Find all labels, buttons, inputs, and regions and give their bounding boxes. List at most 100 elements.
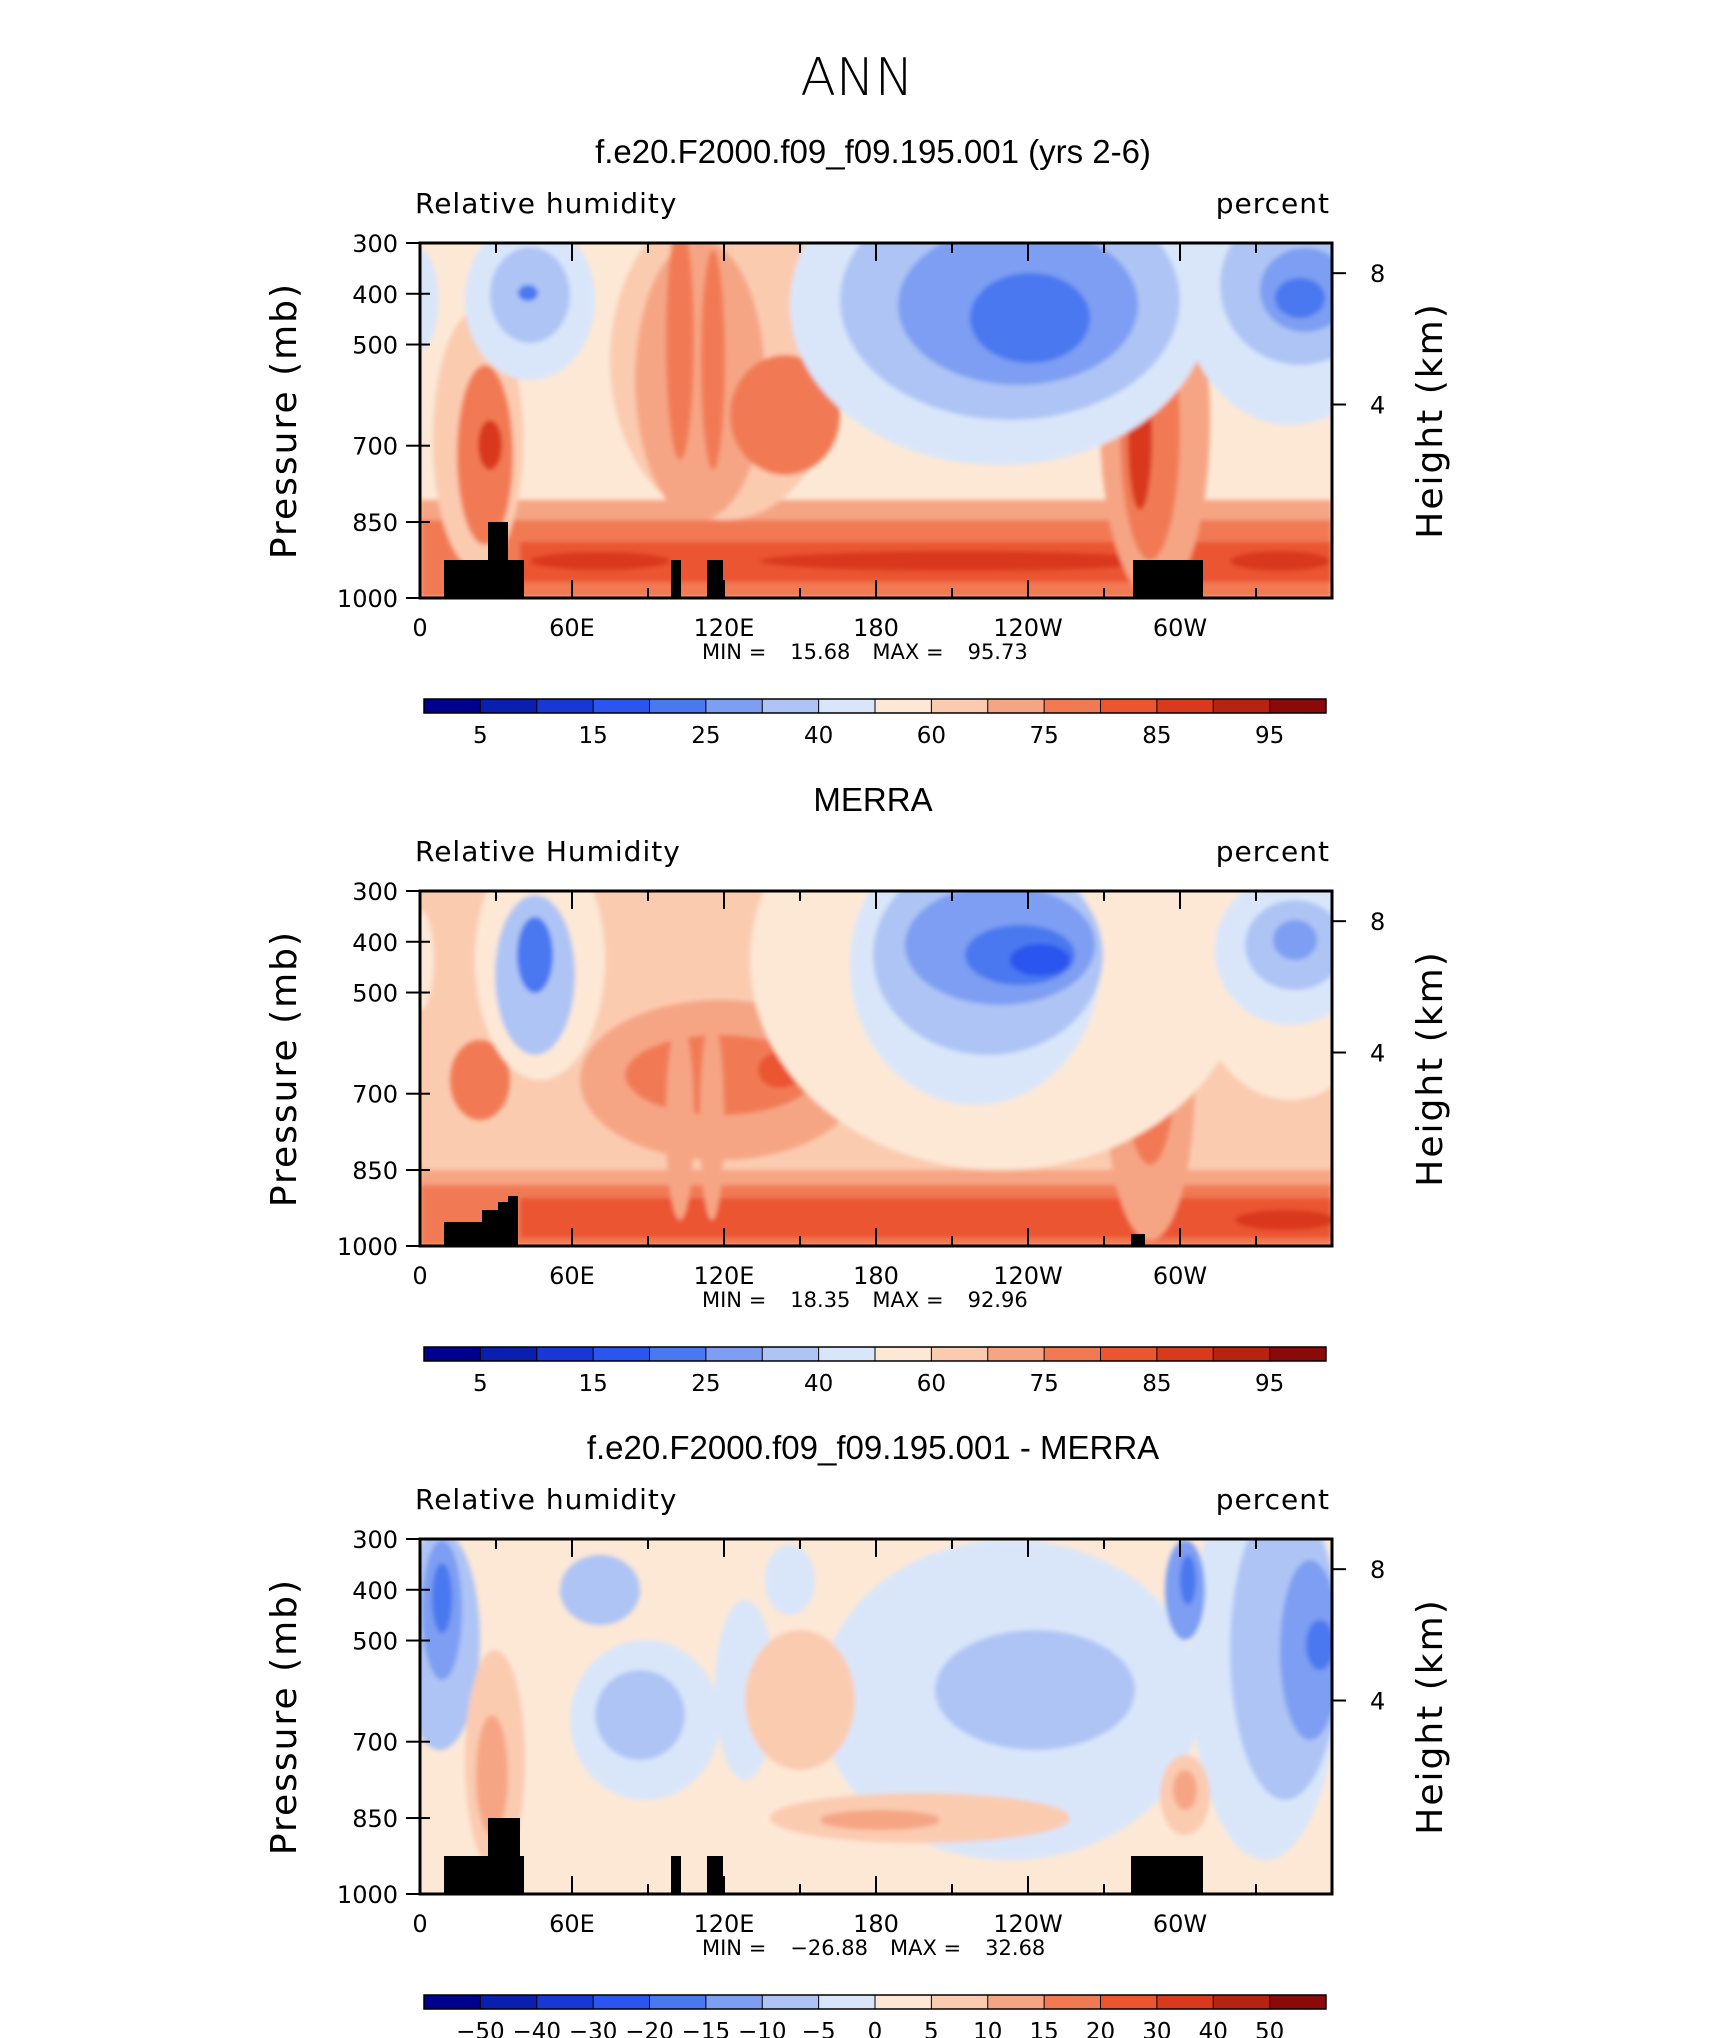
- y-tick-label: 500: [352, 1628, 398, 1656]
- colorbar-label: 5: [924, 2019, 939, 2038]
- pos-region-africa-2: [476, 1715, 508, 1835]
- colorbar-swatch: [987, 1995, 1045, 2009]
- topography-mask: [444, 1818, 1203, 1894]
- stats-min-label: MIN =: [702, 1936, 766, 1960]
- panel-title: MERRA: [813, 781, 932, 818]
- colorbar-swatch: [875, 1347, 932, 1361]
- colorbar-swatch: [480, 1347, 538, 1361]
- colorbar-label: 40: [1199, 2019, 1228, 2038]
- colorbar-swatch: [705, 699, 763, 713]
- y-tick-label: 400: [352, 1577, 398, 1605]
- colorbar-swatch: [1213, 699, 1271, 713]
- x-tick-label: 60E: [549, 1910, 595, 1938]
- stats-line: MIN = 15.68 MAX = 95.73: [702, 640, 1028, 664]
- colorbar-swatch: [424, 1995, 481, 2009]
- colorbar-label: 40: [804, 723, 833, 749]
- dry-region-left-edge: [420, 910, 434, 1010]
- colorbar-label: 85: [1142, 723, 1171, 749]
- colorbar-swatch: [1269, 699, 1327, 713]
- y-right-tick-label: 8: [1370, 260, 1385, 288]
- colorbar-label: 75: [1029, 723, 1058, 749]
- y-tick-label: 300: [352, 878, 398, 906]
- colorbar-swatch: [424, 1347, 481, 1361]
- colorbar-swatch: [762, 1347, 820, 1361]
- colorbar-label: 95: [1255, 1371, 1284, 1397]
- x-tick-label: 60W: [1153, 1910, 1207, 1938]
- x-tick-label: 0: [412, 1262, 427, 1290]
- terrain: [444, 1222, 518, 1246]
- neg-region-satl-3: [1280, 1560, 1332, 1740]
- panel-title: f.e20.F2000.f09_f09.195.001 - MERRA: [587, 1429, 1159, 1466]
- terrain: [508, 1196, 518, 1204]
- colorbar-label: 25: [691, 723, 720, 749]
- units-label: percent: [1216, 1483, 1330, 1516]
- colorbar-swatch: [705, 1995, 763, 2009]
- y-right-tick-label: 8: [1370, 908, 1385, 936]
- colorbar-label: 75: [1029, 1371, 1058, 1397]
- colorbar-label: −10: [738, 2019, 787, 2038]
- colorbar-label: −15: [682, 2019, 731, 2038]
- stats-line: MIN = 18.35 MAX = 92.96: [702, 1288, 1028, 1312]
- colorbar-swatch: [649, 699, 707, 713]
- y-tick-label: 500: [352, 980, 398, 1008]
- x-tick-label: 60E: [549, 1262, 595, 1290]
- colorbar-swatch: [1100, 1347, 1158, 1361]
- y-right-tick-label: 4: [1370, 392, 1385, 420]
- moist-column-africa-core: [478, 420, 502, 470]
- x-tick-label: 120E: [694, 614, 755, 642]
- colorbar-label: 0: [868, 2019, 883, 2038]
- colorbar-swatch: [536, 1995, 594, 2009]
- y-axis-title: Pressure (mb): [264, 930, 305, 1207]
- x-tick-label: 60E: [549, 614, 595, 642]
- colorbar-swatch: [1044, 699, 1101, 713]
- neg-region-wpac-2: [765, 1545, 815, 1615]
- colorbar-swatch: [762, 1995, 820, 2009]
- colorbar-swatch: [1156, 699, 1214, 713]
- colorbar-swatch: [424, 699, 481, 713]
- pos-region-ctr-2: [820, 1810, 940, 1830]
- colorbar-swatch: [987, 699, 1045, 713]
- colorbar-swatch: [1044, 1995, 1101, 2009]
- colorbar-label: 15: [578, 723, 607, 749]
- colorbar-swatch: [480, 699, 538, 713]
- field-label: Relative humidity: [415, 187, 677, 220]
- colorbar-label: 20: [1086, 2019, 1115, 2038]
- panel-merra: MERRA Relative Humidity percent: [264, 781, 1451, 1397]
- colorbar-swatch: [480, 1995, 538, 2009]
- neg-region-samerica-2: [1180, 1555, 1196, 1605]
- band-core-2: [530, 552, 670, 570]
- dry-region-epac-5: [1010, 944, 1070, 976]
- colorbar-swatch: [536, 1347, 594, 1361]
- colorbar-swatch: [649, 1347, 707, 1361]
- y-tick-label: 300: [352, 230, 398, 258]
- terrain: [671, 560, 681, 598]
- colorbar-swatch: [875, 699, 932, 713]
- colorbar-swatch: [818, 1347, 876, 1361]
- x-tick-label: 180: [853, 1910, 899, 1938]
- y-axis-right-title: Height (km): [1410, 1598, 1451, 1834]
- x-tick-label: 0: [412, 614, 427, 642]
- colorbar-swatch: [593, 699, 650, 713]
- dry-region-epac-4: [970, 273, 1090, 363]
- x-tick-label: 60W: [1153, 1262, 1207, 1290]
- y-axis-title: Pressure (mb): [264, 282, 305, 559]
- y-tick-label: 300: [352, 1526, 398, 1554]
- colorbar-label: 50: [1255, 2019, 1284, 2038]
- y-axis-title: Pressure (mb): [264, 1578, 305, 1855]
- neg-region-ind-2: [595, 1670, 685, 1760]
- colorbar-swatch: [1269, 1347, 1327, 1361]
- colorbar-label: 25: [691, 1371, 720, 1397]
- dry-region-arabia-3: [518, 285, 538, 301]
- stats-min-label: MIN =: [702, 1288, 766, 1312]
- colorbar-swatch: [931, 699, 989, 713]
- topography-mask: [444, 522, 1203, 598]
- colorbar-label: 5: [473, 723, 488, 749]
- pos-region-tpac: [745, 1630, 855, 1770]
- dry-region-satl-3: [1273, 920, 1317, 960]
- colorbar-label: −5: [802, 2019, 836, 2038]
- y-axis-right-title: Height (km): [1410, 950, 1451, 1186]
- colorbar-swatch: [762, 699, 820, 713]
- colorbar-swatch: [1213, 1995, 1271, 2009]
- y-right-tick-label: 4: [1370, 1040, 1385, 1068]
- colorbar-swatch: [649, 1995, 707, 2009]
